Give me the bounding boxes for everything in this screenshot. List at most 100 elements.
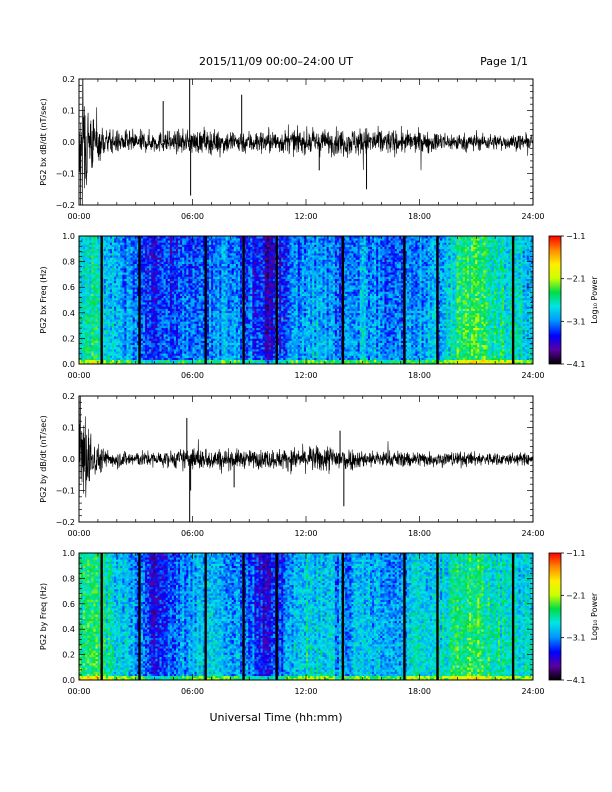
spectrogram-cell	[81, 279, 83, 281]
spectrogram-cell	[180, 296, 182, 298]
spectrogram-cell	[126, 264, 128, 266]
spectrogram-cell	[172, 279, 174, 281]
spectrogram-cell	[195, 349, 197, 351]
spectrogram-cell	[195, 247, 197, 249]
spectrogram-cell	[195, 332, 197, 334]
spectrogram-cell	[116, 262, 118, 264]
spectrogram-cell	[122, 277, 124, 279]
spectrogram-cell	[211, 334, 213, 336]
spectrogram-cell	[89, 283, 91, 285]
spectrogram-cell	[110, 285, 112, 287]
spectrogram-cell	[168, 349, 170, 351]
spectrogram-cell	[135, 306, 137, 308]
spectrogram-cell	[211, 294, 213, 296]
spectrogram-cell	[193, 341, 195, 343]
spectrogram-cell	[184, 257, 186, 259]
spectrogram-cell	[240, 238, 242, 240]
spectrogram-cell	[217, 298, 219, 300]
spectrogram-cell	[162, 311, 164, 313]
spectrogram-cell	[176, 358, 178, 360]
spectrogram-cell	[162, 353, 164, 355]
spectrogram-cell	[190, 249, 192, 251]
spectrogram-cell	[213, 353, 215, 355]
spectrogram-cell	[236, 291, 238, 293]
spectrogram-cell	[91, 313, 93, 315]
spectrogram-cell	[228, 358, 230, 360]
spectrogram-cell	[118, 353, 120, 355]
spectrogram-cell	[168, 330, 170, 332]
spectrogram-cell	[153, 264, 155, 266]
spectrogram-cell	[162, 296, 164, 298]
spectrogram-cell	[199, 298, 201, 300]
spectrogram-cell	[106, 321, 108, 323]
spectrogram-cell	[104, 249, 106, 251]
spectrogram-cell	[168, 326, 170, 328]
spectrogram-cell	[151, 302, 153, 304]
spectrogram-cell	[143, 251, 145, 253]
spectrogram-cell	[230, 323, 232, 325]
spectrogram-cell	[219, 321, 221, 323]
spectrogram-cell	[153, 255, 155, 257]
spectrogram-cell	[174, 319, 176, 321]
spectrogram-cell	[223, 343, 225, 345]
spectrogram-cell	[133, 311, 135, 313]
spectrogram-cell	[232, 323, 234, 325]
spectrogram-cell	[188, 358, 190, 360]
spectrogram-cell	[178, 289, 180, 291]
spectrogram-cell	[106, 313, 108, 315]
spectrogram-cell	[112, 289, 114, 291]
spectrogram-cell	[157, 242, 159, 244]
spectrogram-cell	[110, 283, 112, 285]
spectrogram-cell	[85, 345, 87, 347]
spectrogram-cell	[170, 238, 172, 240]
spectrogram-cell	[188, 332, 190, 334]
spectrogram-cell	[91, 355, 93, 357]
spectrogram-cell	[126, 317, 128, 319]
spectrogram-cell	[221, 266, 223, 268]
spectrogram-cell	[221, 251, 223, 253]
spectrogram-cell	[172, 251, 174, 253]
spectrogram-cell	[87, 287, 89, 289]
spectrogram-cell	[159, 349, 161, 351]
spectrogram-cell	[236, 315, 238, 317]
spectrogram-cell	[114, 245, 116, 247]
spectrogram-cell	[91, 309, 93, 311]
spectrogram-cell	[89, 315, 91, 317]
spectrogram-cell	[114, 277, 116, 279]
spectrogram-cell	[106, 291, 108, 293]
spectrogram-cell	[188, 341, 190, 343]
spectrogram-cell	[238, 300, 240, 302]
spectrogram-cell	[217, 272, 219, 274]
spectrogram-cell	[116, 251, 118, 253]
spectrogram-cell	[122, 358, 124, 360]
spectrogram-cell	[98, 283, 100, 285]
spectrogram-cell	[162, 355, 164, 357]
spectrogram-cell	[197, 341, 199, 343]
spectrogram-cell	[162, 249, 164, 251]
spectrogram-cell	[184, 347, 186, 349]
spectrogram-cell	[153, 313, 155, 315]
spectrogram-cell	[124, 315, 126, 317]
spectrogram-cell	[85, 281, 87, 283]
spectrogram-cell	[81, 345, 83, 347]
spectrogram-cell	[87, 353, 89, 355]
spectrogram-cell	[178, 255, 180, 257]
spectrogram-cell	[190, 266, 192, 268]
spectrogram-cell	[197, 338, 199, 340]
spectrogram-cell	[223, 317, 225, 319]
spectrogram-cell	[145, 262, 147, 264]
spectrogram-cell	[172, 319, 174, 321]
spectrogram-cell	[170, 247, 172, 249]
spectrogram-cell	[238, 268, 240, 270]
spectrogram-cell	[172, 334, 174, 336]
spectrogram-cell	[219, 245, 221, 247]
spectrogram-cell	[234, 309, 236, 311]
spectrogram-cell	[174, 306, 176, 308]
spectrogram-cell	[162, 323, 164, 325]
spectrogram-cell	[236, 283, 238, 285]
spectrogram-cell	[81, 341, 83, 343]
spectrogram-cell	[126, 304, 128, 306]
spectrogram-cell	[131, 245, 133, 247]
spectrogram-cell	[219, 253, 221, 255]
spectrogram-cell	[149, 294, 151, 296]
